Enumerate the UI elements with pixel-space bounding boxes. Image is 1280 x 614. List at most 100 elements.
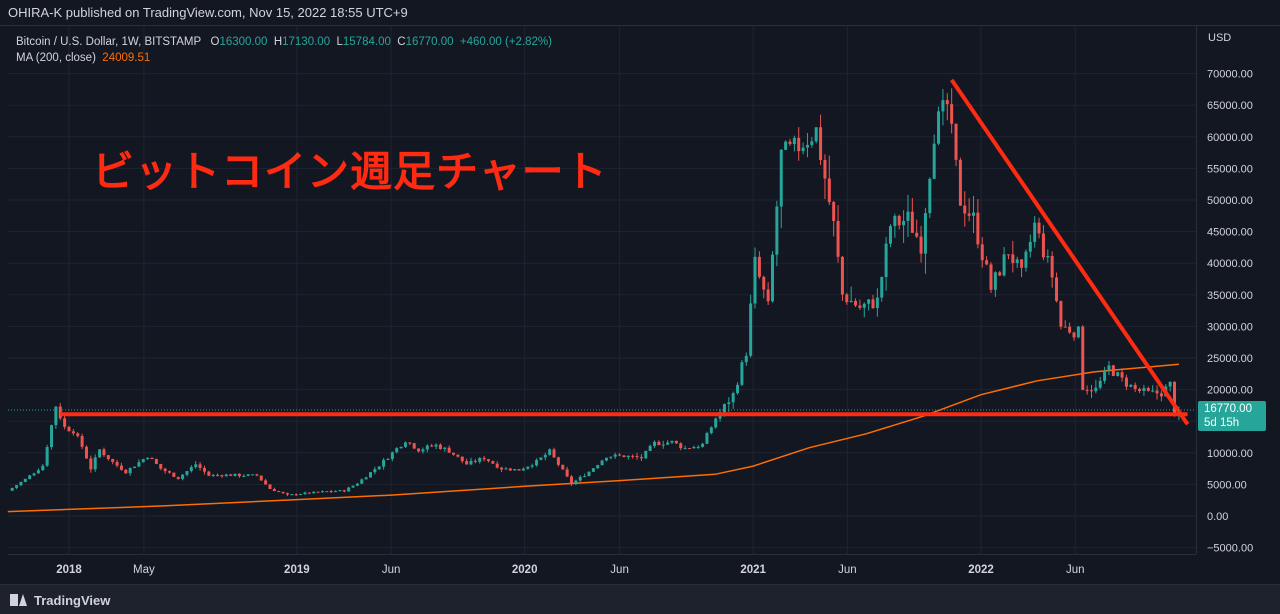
candle-body	[757, 256, 761, 277]
price-axis[interactable]	[1196, 26, 1268, 554]
candle-body	[631, 455, 635, 457]
candle-body	[482, 457, 486, 460]
candle-body	[604, 457, 608, 461]
price-tick-label: 70000.00	[1207, 69, 1253, 81]
candle-body	[714, 418, 718, 428]
candle-body	[185, 471, 189, 475]
candle-body	[71, 431, 75, 434]
candle-body	[513, 469, 517, 471]
candle-body	[93, 457, 97, 470]
bar-countdown: 5d 15h	[1204, 417, 1240, 429]
candle-body	[775, 206, 779, 255]
candle-body	[1063, 326, 1067, 328]
candle-body	[434, 444, 438, 447]
candle-body	[600, 460, 604, 466]
candle-body	[696, 446, 700, 448]
candle-body	[910, 211, 914, 233]
candle-body	[486, 459, 490, 462]
candle-body	[1120, 372, 1124, 378]
candle-body	[1089, 390, 1093, 392]
tradingview-logo[interactable]: TradingView	[10, 590, 110, 610]
candle-body	[1159, 393, 1163, 397]
candle-body	[176, 476, 180, 479]
candle-body	[1094, 387, 1098, 392]
candle-body	[172, 472, 176, 477]
candle-body	[268, 484, 272, 490]
candle-body	[32, 473, 36, 476]
candle-body	[535, 459, 539, 466]
candle-body	[561, 464, 565, 470]
candle-body	[438, 444, 442, 450]
candle-body	[28, 475, 32, 479]
candle-body	[648, 445, 652, 451]
candle-body	[797, 137, 801, 152]
candle-body	[395, 448, 399, 453]
candle-body	[128, 468, 132, 474]
candle-body	[89, 458, 93, 470]
tradingview-logo-icon	[10, 594, 28, 606]
candle-body	[430, 445, 434, 447]
candle-body	[54, 406, 58, 426]
candle-body	[202, 467, 206, 472]
candle-body	[259, 475, 263, 481]
candle-body	[307, 492, 311, 494]
candle-body	[1098, 380, 1102, 388]
time-axis[interactable]	[8, 554, 1196, 584]
candle-body	[705, 433, 709, 444]
candle-body	[644, 450, 648, 459]
candle-body	[888, 226, 892, 244]
candle-body	[207, 471, 211, 476]
candle-body	[141, 459, 145, 463]
candle-body	[814, 127, 818, 142]
candle-body	[1111, 365, 1115, 376]
candle-body	[862, 303, 866, 308]
chart-legend: Bitcoin / U.S. Dollar, 1W, BITSTAMP O163…	[16, 34, 552, 66]
candle-body	[526, 466, 530, 469]
candle-body	[530, 465, 534, 467]
candle-body	[954, 123, 958, 160]
candle-body	[766, 289, 770, 302]
candle-body	[255, 474, 259, 476]
symbol-name: Bitcoin / U.S. Dollar, 1W, BITSTAMP	[16, 36, 201, 48]
candle-body	[993, 272, 997, 290]
candle-body	[233, 473, 237, 476]
candle-body	[325, 491, 329, 493]
candle-body	[613, 454, 617, 457]
candle-body	[242, 475, 246, 477]
close-value: 16770.00	[405, 36, 454, 48]
candle-body	[23, 478, 27, 482]
ma-value: 24009.51	[102, 52, 151, 64]
chart-pane[interactable]	[8, 26, 1196, 554]
candle-body	[548, 449, 552, 455]
candle-body	[832, 202, 836, 221]
chart-annotation-text[interactable]: ビットコイン週足チャート	[92, 148, 608, 195]
candle-body	[351, 485, 355, 488]
candle-body	[989, 264, 993, 290]
price-tick-label: 40000.00	[1207, 258, 1253, 270]
low-value: 15784.00	[342, 36, 391, 48]
candle-body	[491, 461, 495, 464]
candle-body	[84, 446, 88, 459]
candle-body	[788, 141, 792, 145]
candle-body	[1059, 301, 1063, 327]
currency-label[interactable]: USD	[1208, 32, 1232, 44]
candle-body	[771, 254, 775, 302]
candle-body	[976, 212, 980, 245]
candle-body	[1050, 255, 1054, 278]
candle-body	[443, 447, 447, 450]
candle-body	[124, 469, 128, 474]
candle-body	[342, 490, 346, 492]
candle-body	[928, 178, 932, 214]
candle-body	[1103, 370, 1107, 381]
candle-body	[150, 457, 154, 460]
candle-body	[76, 433, 80, 437]
candle-body	[478, 457, 482, 462]
candle-body	[41, 465, 45, 471]
candle-body	[849, 300, 853, 303]
candle-body	[1129, 384, 1133, 387]
time-tick-label: Jun	[1066, 564, 1085, 576]
candle-body	[958, 159, 962, 206]
candle-body	[408, 442, 412, 444]
candle-body	[985, 260, 989, 265]
